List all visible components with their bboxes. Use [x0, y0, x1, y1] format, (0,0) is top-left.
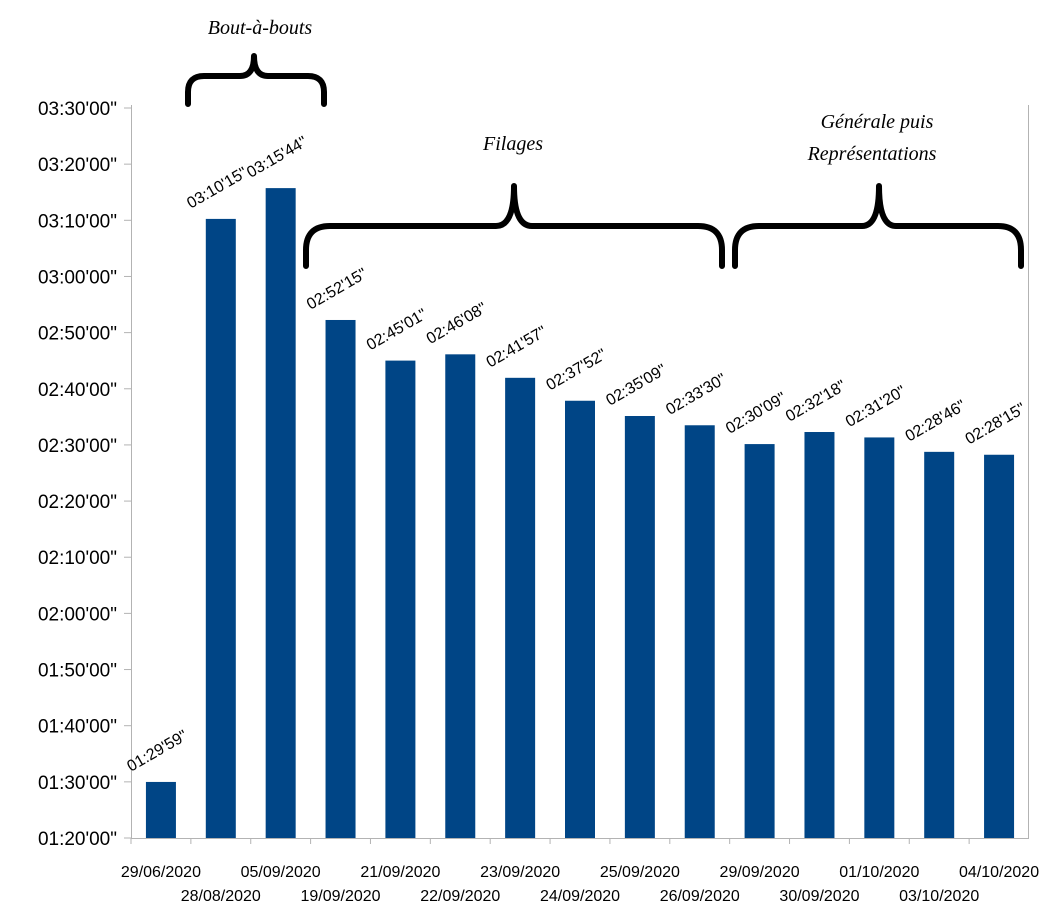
x-tick-label: 26/09/2020: [660, 888, 740, 905]
bout-a-bouts-brace: [185, 53, 327, 107]
y-tick-label: 02:40'00": [38, 380, 117, 401]
y-tick-label: 03:30'00": [38, 99, 117, 120]
data-label: 02:35'09": [603, 361, 669, 409]
bar: [804, 432, 835, 838]
representations-label: Représentations: [807, 143, 937, 165]
y-tick-label: 01:50'00": [38, 661, 117, 682]
y-tick-label: 02:30'00": [38, 436, 117, 457]
x-tick-label: 04/10/2020: [959, 864, 1039, 881]
data-label: 02:45'01": [364, 306, 430, 354]
y-tick-label: 01:30'00": [38, 773, 117, 794]
bar: [924, 451, 955, 838]
x-tick-label: 22/09/2020: [420, 888, 500, 905]
filages-label: Filages: [482, 133, 543, 155]
data-label: 02:31'20": [843, 383, 909, 431]
bars: [145, 188, 1015, 839]
bar: [684, 425, 715, 838]
y-tick-label: 02:00'00": [38, 604, 117, 625]
data-label: 02:37'52": [544, 346, 610, 394]
y-tick-label: 02:20'00": [38, 492, 117, 513]
generale-label: Générale puis: [821, 111, 934, 133]
bar: [505, 377, 536, 838]
y-tick-label: 03:10'00": [38, 211, 117, 232]
x-tick-labels: 29/06/2020 28/08/2020 05/09/2020 19/09/2020…: [121, 838, 1039, 905]
y-tick-label: 01:20'00": [38, 829, 117, 850]
x-tick-label: 28/08/2020: [181, 888, 261, 905]
data-label: 03:10'15": [184, 164, 250, 212]
bar: [325, 319, 356, 838]
filages-brace: [303, 183, 725, 269]
bar: [984, 454, 1015, 838]
x-tick-label: 21/09/2020: [360, 864, 440, 881]
data-label: 02:33'30": [663, 371, 729, 419]
y-tick-label: 02:50'00": [38, 324, 117, 345]
x-tick-label: 03/10/2020: [899, 888, 979, 905]
x-tick-label: 25/09/2020: [600, 864, 680, 881]
y-tick-label: 01:40'00": [38, 717, 117, 738]
data-label: 01:29'59": [124, 727, 190, 775]
bar: [445, 354, 476, 838]
bar: [864, 437, 895, 838]
data-label: 02:41'57": [484, 323, 550, 371]
y-tick-label: 03:20'00": [38, 155, 117, 176]
x-tick-label: 24/09/2020: [540, 888, 620, 905]
y-tick-label: 02:10'00": [38, 548, 117, 569]
y-tick-label: 03:00'00": [38, 267, 117, 288]
generale-representations-brace: [732, 183, 1024, 269]
bar: [205, 218, 236, 839]
data-label: 02:46'08": [424, 300, 490, 348]
bar: [744, 444, 775, 838]
bout-a-bouts-label: Bout-à-bouts: [208, 17, 313, 39]
bar: [385, 360, 416, 838]
x-tick-label: 29/09/2020: [720, 864, 800, 881]
data-label: 02:32'18": [783, 377, 849, 425]
data-label: 02:30'09": [723, 390, 789, 438]
bar: [624, 416, 655, 838]
x-tick-label: 30/09/2020: [779, 888, 859, 905]
bar: [565, 400, 595, 838]
x-tick-label: 05/09/2020: [241, 864, 321, 881]
bar: [145, 781, 176, 838]
data-label: 03:15'44": [244, 134, 310, 182]
axes: [131, 105, 1029, 839]
x-tick-label: 23/09/2020: [480, 864, 560, 881]
data-label: 02:52'15": [304, 265, 370, 313]
data-label: 02:28'15": [963, 400, 1029, 448]
x-tick-label: 19/09/2020: [300, 888, 380, 905]
y-tick-labels: 01:20'00" 01:30'00" 01:40'00" 01:50'00" 02:0…: [38, 99, 131, 850]
bar: [265, 188, 296, 839]
data-label: 02:28'46": [903, 397, 969, 445]
x-tick-label: 01/10/2020: [839, 864, 919, 881]
annotations: Bout-à-bouts Filages Générale puis Repré…: [185, 17, 1024, 269]
x-tick-label: 29/06/2020: [121, 864, 201, 881]
